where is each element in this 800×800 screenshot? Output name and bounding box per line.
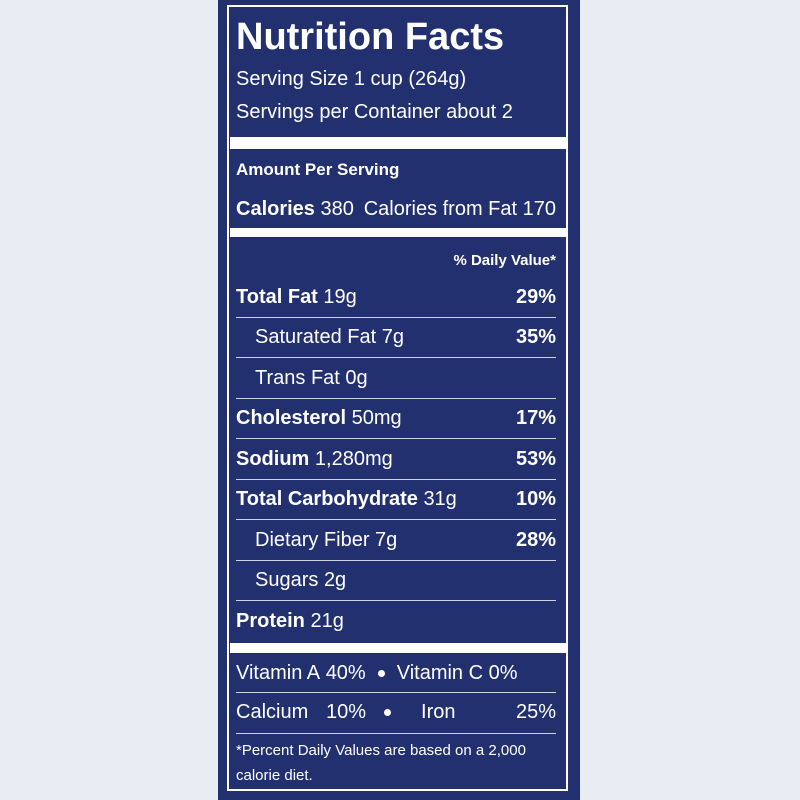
vitamin-name: Calcium [236,700,309,723]
nutrient-row: Sugars 2g [255,566,556,596]
nutrient-row: Saturated Fat 7g 35% [255,323,556,353]
vitamin-dv: 0% [488,661,518,684]
thick-rule [230,228,566,237]
thin-rule [236,519,556,520]
nutrient-amount: 7g [381,326,404,348]
nutrient-name: Total Carbohydrate [236,488,418,510]
vitamin-row: Vitamin A 40% Vitamin C 0% [236,658,556,688]
nutrient-row: Total Carbohydrate 31g 10% [236,485,556,515]
vitamin-name: Vitamin A [236,661,321,684]
thin-rule [236,357,556,358]
nutrient-dv: 28% [515,528,556,551]
nutrient-dv: 17% [515,407,556,429]
footnote: *Percent Daily Values are based on a 2,0… [236,742,526,784]
thin-rule [236,692,556,693]
nutrient-name: Trans Fat [255,366,340,389]
vitamin-dv: 25% [515,700,556,723]
vitamin-name: Iron [421,700,456,723]
bullet [384,708,392,716]
calories-value: 380 [320,197,354,220]
calories-row: Calories 380 Calories from Fat 170 [236,194,556,224]
nutrient-amount: 50mg [351,407,402,429]
nutrient-name: Total Fat [236,285,318,308]
daily-value-header: % Daily Value* [453,252,556,269]
nutrient-amount: 7g [375,528,398,551]
label-panel: Nutrition Facts Serving Size 1 cup (264g… [218,0,580,800]
calories-from-fat: Calories from Fat 170 [363,197,556,220]
thin-rule [236,733,556,734]
nutrient-row: Total Fat 19g 29% [236,282,556,312]
thin-rule [236,397,556,399]
vitamin-dv: 40% [325,661,366,684]
nutrient-amount: 19g [323,285,357,308]
amount-per-serving: Amount Per Serving [236,160,400,179]
thin-rule [236,559,556,561]
nutrient-amount: 0g [345,366,368,389]
nutrient-name: Saturated Fat [255,326,377,348]
nutrient-dv: 29% [515,285,556,308]
nutrient-dv: 53% [515,447,556,470]
nutrient-amount: 1,280mg [314,447,393,470]
thin-rule [236,478,556,480]
thin-rule [236,438,556,439]
thick-rule [230,643,566,653]
servings: Servings per Container about 2 [236,101,513,123]
vitamin-row: Calcium 10% Iron 25% [236,697,556,727]
thick-rule [230,137,566,149]
bullet [377,669,385,677]
nutrient-name: Sodium [236,447,310,470]
thin-rule [236,600,556,601]
nutrient-dv: 10% [515,488,556,510]
nutrient-row: Dietary Fiber 7g 28% [255,525,556,555]
title: Nutrition Facts [236,16,505,58]
vitamin-dv: 10% [326,700,367,723]
nutrient-row: Trans Fat 0g [255,363,556,393]
nutrient-amount: 2g [323,569,347,591]
nutrient-row: Protein 21g [236,606,556,636]
serving-size: Serving Size 1 cup (264g) [236,68,467,90]
calories-label: Calories [236,197,315,220]
nutrient-name: Cholesterol [236,407,347,429]
nutrient-dv: 35% [515,326,556,348]
label-frame [227,5,568,791]
nutrient-row: Cholesterol 50mg 17% [236,404,556,434]
thin-rule [236,316,556,318]
nutrient-name: Protein [236,609,305,632]
nutrient-name: Sugars [255,569,319,591]
nutrient-amount: 21g [310,609,344,632]
nutrient-name: Dietary Fiber [255,528,370,551]
vitamin-name: Vitamin C [396,661,484,684]
nutrient-row: Sodium 1,280mg 53% [236,444,556,474]
nutrient-amount: 31g [423,488,457,510]
